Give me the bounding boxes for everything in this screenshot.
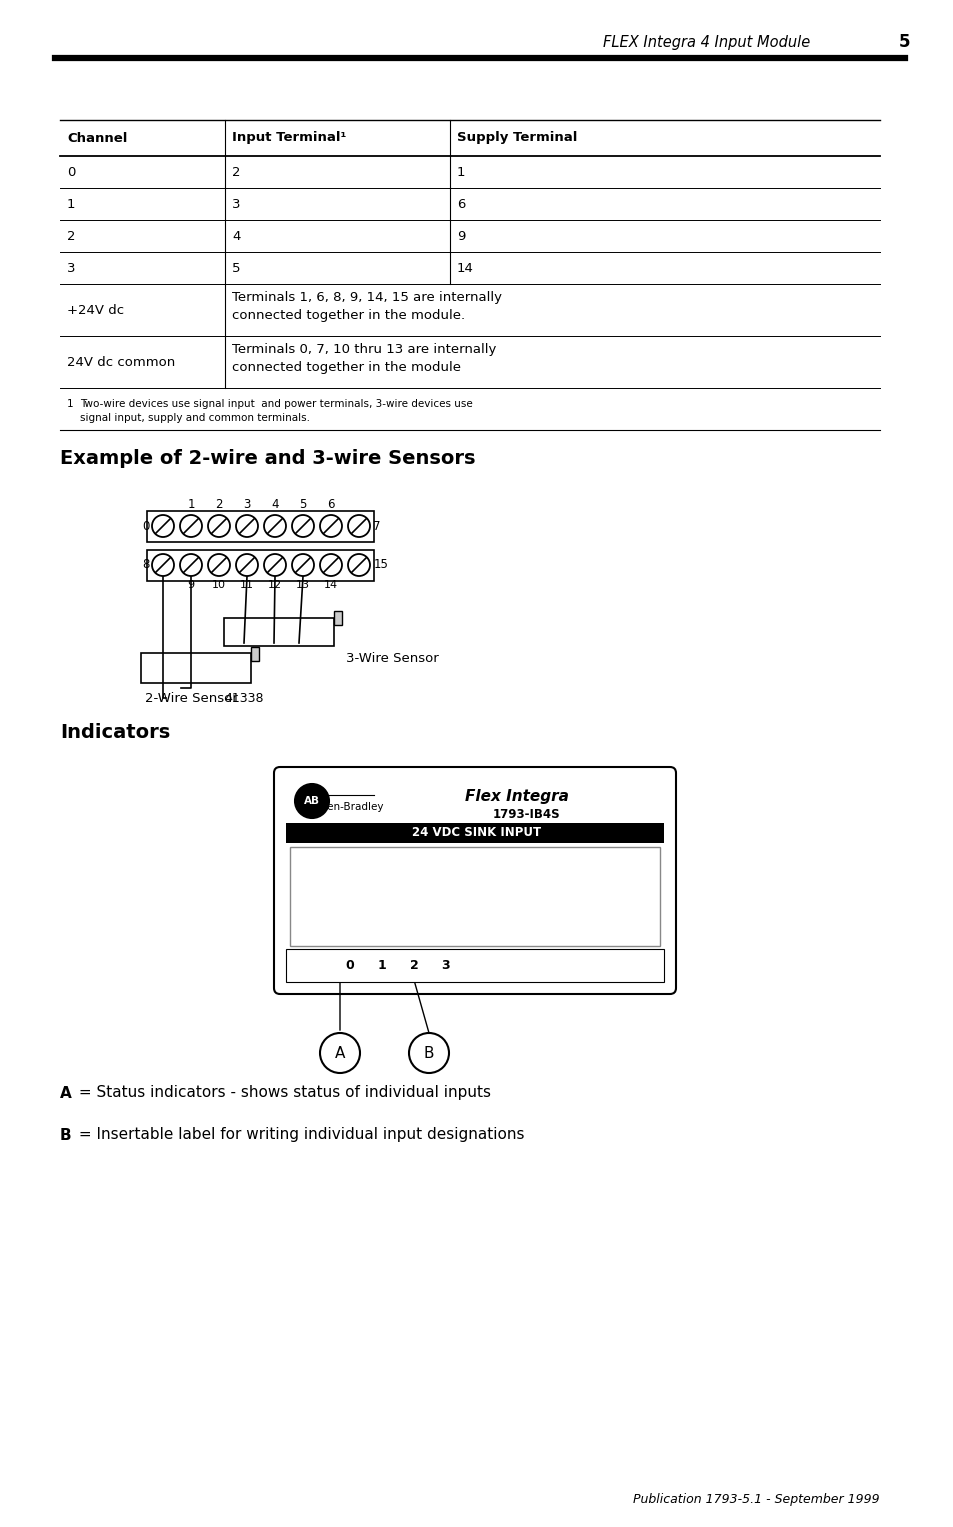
Text: connected together in the module: connected together in the module: [232, 362, 460, 374]
Circle shape: [294, 783, 329, 818]
Circle shape: [208, 554, 230, 576]
Text: FLEX Integra 4 Input Module: FLEX Integra 4 Input Module: [602, 35, 809, 49]
Text: 3-Wire Sensor: 3-Wire Sensor: [346, 652, 438, 664]
Text: 24 VDC SINK INPUT: 24 VDC SINK INPUT: [412, 826, 541, 840]
Circle shape: [319, 515, 341, 538]
Circle shape: [264, 554, 286, 576]
Text: 12: 12: [268, 580, 282, 589]
Circle shape: [235, 515, 257, 538]
Text: 8: 8: [142, 559, 150, 571]
Text: 14: 14: [456, 261, 474, 275]
Text: 11: 11: [240, 580, 253, 589]
Text: = Status indicators - shows status of individual inputs: = Status indicators - shows status of in…: [74, 1086, 491, 1101]
Text: 5: 5: [232, 261, 240, 275]
Text: 6: 6: [456, 197, 465, 211]
Text: 7: 7: [373, 519, 380, 533]
Text: Indicators: Indicators: [60, 724, 170, 742]
Bar: [286, 823, 663, 843]
Text: Terminals 1, 6, 8, 9, 14, 15 are internally: Terminals 1, 6, 8, 9, 14, 15 are interna…: [232, 292, 501, 304]
Circle shape: [292, 515, 314, 538]
Text: 5: 5: [299, 498, 306, 510]
Circle shape: [319, 1032, 359, 1073]
Text: 0: 0: [67, 165, 75, 179]
Text: A: A: [60, 1086, 71, 1101]
Circle shape: [152, 554, 173, 576]
Circle shape: [180, 515, 202, 538]
Text: 1: 1: [187, 498, 194, 510]
Circle shape: [208, 515, 230, 538]
Bar: [251, 647, 258, 661]
Text: AB: AB: [304, 796, 319, 806]
Text: Input Terminal¹: Input Terminal¹: [232, 131, 346, 145]
Text: 15: 15: [374, 559, 388, 571]
Text: B: B: [60, 1127, 71, 1142]
Text: Terminals 0, 7, 10 thru 13 are internally: Terminals 0, 7, 10 thru 13 are internall…: [232, 344, 496, 356]
Circle shape: [264, 515, 286, 538]
Text: Supply Terminal: Supply Terminal: [456, 131, 577, 145]
Text: 9: 9: [187, 580, 194, 589]
Bar: [224, 618, 334, 646]
Text: 1: 1: [67, 399, 73, 409]
Text: Publication 1793-5.1 - September 1999: Publication 1793-5.1 - September 1999: [633, 1493, 879, 1507]
FancyBboxPatch shape: [274, 767, 676, 994]
Text: 0: 0: [345, 959, 354, 973]
Text: 3: 3: [441, 959, 450, 973]
Bar: [334, 611, 341, 625]
Circle shape: [180, 554, 202, 576]
Text: 2: 2: [67, 229, 75, 243]
Bar: [148, 510, 375, 542]
Bar: [286, 948, 663, 982]
Circle shape: [319, 554, 341, 576]
Text: = Insertable label for writing individual input designations: = Insertable label for writing individua…: [74, 1127, 524, 1142]
Text: B: B: [423, 1046, 434, 1060]
Text: Channel: Channel: [67, 131, 128, 145]
Circle shape: [235, 554, 257, 576]
Bar: [290, 847, 659, 947]
Text: 24V dc common: 24V dc common: [67, 356, 175, 368]
Circle shape: [348, 554, 370, 576]
Text: 3: 3: [67, 261, 75, 275]
Text: 6: 6: [327, 498, 335, 510]
Circle shape: [409, 1032, 449, 1073]
Text: 13: 13: [295, 580, 310, 589]
Text: 9: 9: [456, 229, 465, 243]
Text: 5: 5: [899, 34, 910, 50]
Circle shape: [152, 515, 173, 538]
Text: 10: 10: [212, 580, 226, 589]
Text: 3: 3: [232, 197, 240, 211]
Text: signal input, supply and common terminals.: signal input, supply and common terminal…: [80, 412, 310, 423]
Text: Example of 2-wire and 3-wire Sensors: Example of 2-wire and 3-wire Sensors: [60, 449, 475, 467]
Text: connected together in the module.: connected together in the module.: [232, 310, 465, 322]
Text: 0: 0: [142, 519, 150, 533]
Circle shape: [348, 515, 370, 538]
Text: 2: 2: [409, 959, 418, 973]
Text: 2: 2: [215, 498, 222, 510]
Text: 3: 3: [243, 498, 251, 510]
Text: 1: 1: [67, 197, 75, 211]
Text: 41338: 41338: [224, 692, 263, 704]
Text: 4: 4: [232, 229, 240, 243]
Text: Two-wire devices use signal input  and power terminals, 3-wire devices use: Two-wire devices use signal input and po…: [80, 399, 473, 409]
Text: A: A: [335, 1046, 345, 1060]
Circle shape: [292, 554, 314, 576]
Text: +24V dc: +24V dc: [67, 304, 124, 316]
Text: Allen-Bradley: Allen-Bradley: [314, 802, 384, 812]
Text: 1: 1: [377, 959, 386, 973]
Text: 4: 4: [271, 498, 278, 510]
Text: 14: 14: [324, 580, 337, 589]
Text: 2-Wire Sensor: 2-Wire Sensor: [145, 692, 237, 704]
Bar: [148, 550, 375, 580]
Text: 2: 2: [232, 165, 240, 179]
Bar: [141, 654, 251, 683]
Text: Flex Integra: Flex Integra: [464, 789, 568, 805]
Text: 1: 1: [456, 165, 465, 179]
Text: 1793-IB4S: 1793-IB4S: [493, 808, 560, 822]
